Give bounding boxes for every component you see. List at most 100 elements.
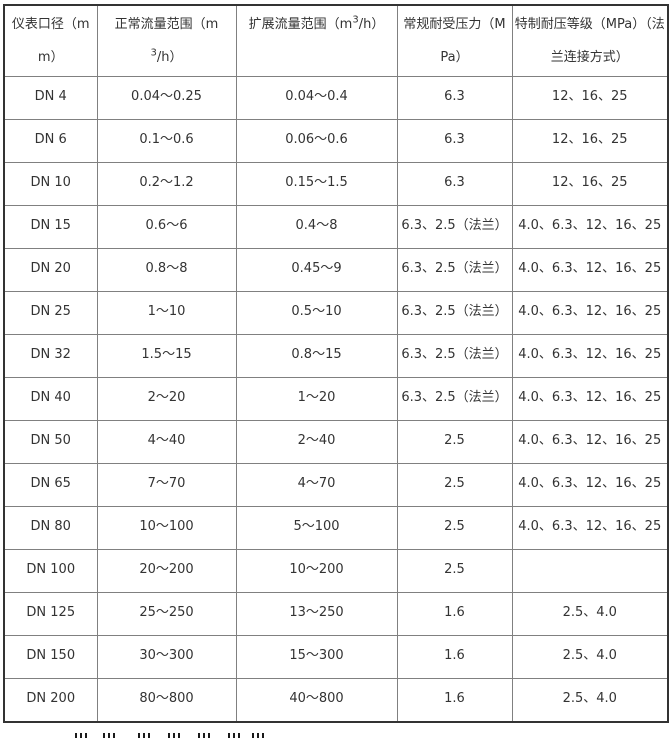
row-label-cell: DN 25 — [3, 291, 98, 335]
row-label-cell: DN 80 — [3, 506, 98, 550]
row-label-cell: DN 40 — [3, 377, 98, 421]
table-cell: 15～300 — [235, 635, 398, 679]
table-row: DN 100 20～200 10～200 2.5 — [3, 549, 669, 593]
table-cell: 2.5、4.0 — [511, 678, 669, 723]
table-cell: 4.0、6.3、12、16、25 — [511, 205, 669, 249]
table-cell: 6.3、2.5（法兰） — [396, 248, 513, 292]
table-cell: 0.4～8 — [235, 205, 398, 249]
table-cell: 0.2～1.2 — [96, 162, 237, 206]
table-cell: 30～300 — [96, 635, 237, 679]
table-cell: 2～20 — [96, 377, 237, 421]
table-cell: 12、16、25 — [511, 76, 669, 120]
table-cell: 1.6 — [396, 678, 513, 723]
table-cell: 4.0、6.3、12、16、25 — [511, 463, 669, 507]
table-cell: 4.0、6.3、12、16、25 — [511, 420, 669, 464]
table-cell: 4.0、6.3、12、16、25 — [511, 377, 669, 421]
table-row: DN 50 4～40 2～40 2.5 4.0、6.3、12、16、25 — [3, 420, 669, 464]
table-body: DN 4 0.04～0.25 0.04～0.4 6.3 12、16、25 DN 6 0.1～… — [3, 76, 669, 723]
table-cell: 0.15～1.5 — [235, 162, 398, 206]
column-header-text: 正常流量范围（m — [114, 17, 219, 32]
table-cell: 10～200 — [235, 549, 398, 593]
column-header-text: /h） — [156, 50, 183, 65]
table-cell: 4～40 — [96, 420, 237, 464]
row-label-cell: DN 125 — [3, 592, 98, 636]
table-cell: 0.04～0.25 — [96, 76, 237, 120]
table-cell: 6.3 — [396, 119, 513, 163]
table-cell: 7～70 — [96, 463, 237, 507]
table-row: DN 10 0.2～1.2 0.15～1.5 6.3 12、16、25 — [3, 162, 669, 206]
table-cell: 6.3、2.5（法兰） — [396, 205, 513, 249]
table-cell: 2.5 — [396, 420, 513, 464]
table-cell: 0.8～8 — [96, 248, 237, 292]
table-cell: 40～800 — [235, 678, 398, 723]
table-row: DN 125 25～250 13～250 1.6 2.5、4.0 — [3, 592, 669, 636]
table-row: DN 15 0.6～6 0.4～8 6.3、2.5（法兰） 4.0、6.3、12、16、… — [3, 205, 669, 249]
table-row: DN 150 30～300 15～300 1.6 2.5、4.0 — [3, 635, 669, 679]
row-label-cell: DN 15 — [3, 205, 98, 249]
flow-meter-spec-table: 仪表口径（mm） 正常流量范围（m3/h） 扩展流量范围（m3/h） 常规耐受压力（M… — [3, 4, 669, 723]
row-label-cell: DN 6 — [3, 119, 98, 163]
column-header-text: 仪表口径（mm） — [11, 17, 90, 65]
table-cell: 0.5～10 — [235, 291, 398, 335]
table-cell: 0.04～0.4 — [235, 76, 398, 120]
table-cell: 25～250 — [96, 592, 237, 636]
table-cell: 1.6 — [396, 635, 513, 679]
row-label-cell: DN 32 — [3, 334, 98, 378]
table-cell: 12、16、25 — [511, 162, 669, 206]
column-header-text: 扩展流量范围（m — [248, 17, 353, 32]
row-label-cell: DN 200 — [3, 678, 98, 723]
table-cell: 4.0、6.3、12、16、25 — [511, 248, 669, 292]
row-label-cell: DN 4 — [3, 76, 98, 120]
table-cell: 12、16、25 — [511, 119, 669, 163]
table-cell: 1～10 — [96, 291, 237, 335]
column-header-5: 特制耐压等级（MPa）（法兰连接方式） — [511, 4, 669, 77]
superscript: 3 — [352, 14, 359, 26]
column-header-text: 常规耐受压力（MPa） — [403, 17, 506, 65]
table-cell: 6.3、2.5（法兰） — [396, 334, 513, 378]
table-row: DN 32 1.5～15 0.8～15 6.3、2.5（法兰） 4.0、6.3、12、1… — [3, 334, 669, 378]
row-label-cell: DN 50 — [3, 420, 98, 464]
table-row: DN 25 1～10 0.5～10 6.3、2.5（法兰） 4.0、6.3、12、16、… — [3, 291, 669, 335]
table-row: DN 200 80～800 40～800 1.6 2.5、4.0 — [3, 678, 669, 723]
table-row: DN 4 0.04～0.25 0.04～0.4 6.3 12、16、25 — [3, 76, 669, 120]
table-cell: 4～70 — [235, 463, 398, 507]
column-header-2: 正常流量范围（m 3/h） — [96, 4, 237, 77]
table-cell: 4.0、6.3、12、16、25 — [511, 506, 669, 550]
table-cell: 13～250 — [235, 592, 398, 636]
column-header-text: /h） — [358, 17, 385, 32]
table-cell: 10～100 — [96, 506, 237, 550]
table-cell: 4.0、6.3、12、16、25 — [511, 334, 669, 378]
table-cell: 0.06～0.6 — [235, 119, 398, 163]
table-cell: 1.6 — [396, 592, 513, 636]
table-cell: 1～20 — [235, 377, 398, 421]
table-row: DN 20 0.8～8 0.45～9 6.3、2.5（法兰） 4.0、6.3、12、16… — [3, 248, 669, 292]
table-cell: 0.8～15 — [235, 334, 398, 378]
row-label-cell: DN 65 — [3, 463, 98, 507]
table-cell: 5～100 — [235, 506, 398, 550]
table-cell: 2.5 — [396, 506, 513, 550]
table-row: DN 65 7～70 4～70 2.5 4.0、6.3、12、16、25 — [3, 463, 669, 507]
clipped-text-fragment — [75, 733, 285, 738]
table-cell — [511, 549, 669, 593]
table-row: DN 6 0.1～0.6 0.06～0.6 6.3 12、16、25 — [3, 119, 669, 163]
row-label-cell: DN 20 — [3, 248, 98, 292]
table-header-row: 仪表口径（mm） 正常流量范围（m3/h） 扩展流量范围（m3/h） 常规耐受压力（M… — [3, 4, 669, 77]
table-cell: 2.5 — [396, 549, 513, 593]
column-header-1: 仪表口径（mm） — [3, 4, 98, 77]
table-cell: 0.6～6 — [96, 205, 237, 249]
row-label-cell: DN 150 — [3, 635, 98, 679]
table-row: DN 80 10～100 5～100 2.5 4.0、6.3、12、16、25 — [3, 506, 669, 550]
table-row: DN 40 2～20 1～20 6.3、2.5（法兰） 4.0、6.3、12、16、25 — [3, 377, 669, 421]
column-header-3: 扩展流量范围（m3/h） — [235, 4, 398, 77]
superscript: 3 — [150, 47, 157, 59]
table-cell: 6.3 — [396, 162, 513, 206]
table-cell: 6.3、2.5（法兰） — [396, 291, 513, 335]
column-header-text: 特制耐压等级（MPa）（法兰连接方式） — [514, 17, 665, 65]
table-cell: 0.45～9 — [235, 248, 398, 292]
table-cell: 2.5、4.0 — [511, 635, 669, 679]
row-label-cell: DN 10 — [3, 162, 98, 206]
column-header-4: 常规耐受压力（MPa） — [396, 4, 513, 77]
table-cell: 1.5～15 — [96, 334, 237, 378]
table-cell: 2.5、4.0 — [511, 592, 669, 636]
